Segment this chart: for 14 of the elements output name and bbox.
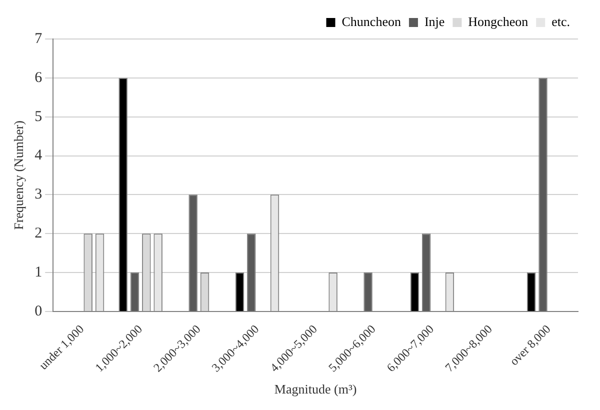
y-tick-label: 2 (34, 226, 42, 242)
legend-label: Inje (424, 14, 445, 29)
y-tick-label: 0 (34, 303, 42, 320)
y-tick-label: 5 (34, 108, 42, 125)
legend-label: Chuncheon (342, 14, 402, 29)
legend-label: etc. (552, 14, 570, 29)
y-axis-title: Frequency (Number) (11, 120, 26, 230)
y-tick-label: 4 (34, 148, 43, 164)
y-tick-label: 6 (34, 70, 43, 86)
legend-label: Hongcheon (468, 14, 529, 29)
x-axis-title: Magnitude (m³) (274, 382, 357, 397)
y-tick-label: 7 (34, 30, 43, 47)
y-tick-label: 1 (34, 264, 42, 280)
y-tick-label: 3 (34, 186, 42, 203)
